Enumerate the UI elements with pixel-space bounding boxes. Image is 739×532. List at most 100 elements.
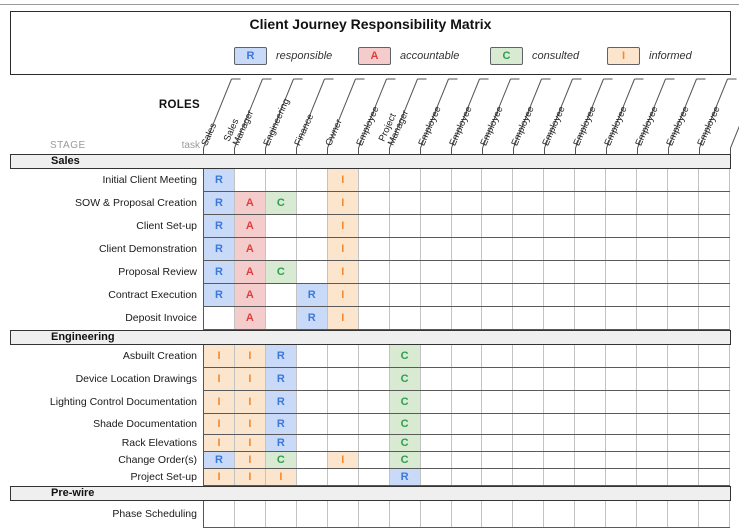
matrix-cell[interactable]: I — [327, 169, 359, 191]
matrix-cell[interactable]: A — [234, 261, 266, 283]
matrix-cell[interactable] — [699, 261, 730, 283]
matrix-cell[interactable] — [544, 414, 576, 434]
matrix-cell[interactable] — [544, 215, 576, 237]
matrix-cell[interactable] — [668, 345, 699, 367]
matrix-cell[interactable]: A — [234, 192, 266, 214]
matrix-cell[interactable] — [328, 414, 359, 434]
matrix-cell[interactable] — [297, 469, 328, 485]
matrix-cell[interactable] — [421, 345, 452, 367]
matrix-cell[interactable]: I — [327, 307, 359, 329]
matrix-cell[interactable] — [513, 469, 545, 485]
matrix-cell[interactable] — [668, 215, 699, 237]
matrix-cell[interactable] — [482, 435, 514, 451]
matrix-cell[interactable] — [575, 345, 607, 367]
matrix-cell[interactable]: C — [389, 435, 421, 451]
matrix-cell[interactable]: C — [265, 192, 297, 214]
matrix-cell[interactable] — [575, 368, 607, 390]
matrix-cell[interactable] — [544, 169, 576, 191]
matrix-cell[interactable] — [328, 501, 359, 527]
matrix-cell[interactable] — [482, 238, 514, 260]
matrix-cell[interactable] — [452, 414, 483, 434]
matrix-cell[interactable] — [328, 469, 359, 485]
matrix-cell[interactable] — [452, 192, 483, 214]
matrix-cell[interactable] — [513, 501, 545, 527]
matrix-cell[interactable] — [359, 435, 390, 451]
matrix-cell[interactable] — [421, 307, 452, 329]
matrix-cell[interactable] — [421, 414, 452, 434]
matrix-cell[interactable] — [606, 469, 638, 485]
matrix-cell[interactable] — [266, 238, 297, 260]
matrix-cell[interactable]: R — [204, 169, 235, 191]
matrix-cell[interactable] — [637, 391, 669, 413]
matrix-cell[interactable] — [452, 345, 483, 367]
matrix-cell[interactable] — [452, 215, 483, 237]
matrix-cell[interactable] — [637, 284, 669, 306]
matrix-cell[interactable] — [637, 435, 669, 451]
matrix-cell[interactable] — [606, 345, 638, 367]
matrix-cell[interactable] — [606, 501, 638, 527]
matrix-cell[interactable]: I — [265, 469, 297, 485]
matrix-cell[interactable] — [359, 469, 390, 485]
matrix-cell[interactable] — [699, 215, 730, 237]
matrix-cell[interactable] — [452, 501, 483, 527]
matrix-cell[interactable] — [699, 368, 730, 390]
matrix-cell[interactable] — [575, 469, 607, 485]
matrix-cell[interactable]: R — [265, 345, 297, 367]
matrix-cell[interactable] — [452, 452, 483, 468]
matrix-cell[interactable] — [699, 501, 730, 527]
matrix-cell[interactable] — [359, 192, 390, 214]
matrix-cell[interactable] — [668, 452, 699, 468]
matrix-cell[interactable] — [513, 215, 545, 237]
matrix-cell[interactable] — [513, 261, 545, 283]
matrix-cell[interactable] — [668, 261, 699, 283]
matrix-cell[interactable] — [390, 169, 421, 191]
matrix-cell[interactable] — [513, 169, 545, 191]
matrix-cell[interactable] — [575, 307, 607, 329]
matrix-cell[interactable]: I — [234, 414, 266, 434]
matrix-cell[interactable] — [297, 414, 328, 434]
matrix-cell[interactable] — [204, 307, 235, 329]
matrix-cell[interactable] — [452, 368, 483, 390]
matrix-cell[interactable] — [637, 169, 669, 191]
matrix-cell[interactable]: I — [327, 192, 359, 214]
matrix-cell[interactable] — [668, 238, 699, 260]
matrix-cell[interactable] — [421, 261, 452, 283]
matrix-cell[interactable]: R — [265, 414, 297, 434]
matrix-cell[interactable] — [452, 307, 483, 329]
matrix-cell[interactable] — [513, 368, 545, 390]
matrix-cell[interactable] — [575, 192, 607, 214]
matrix-cell[interactable] — [390, 501, 421, 527]
matrix-cell[interactable] — [544, 452, 576, 468]
matrix-cell[interactable] — [606, 261, 638, 283]
matrix-cell[interactable] — [235, 169, 266, 191]
matrix-cell[interactable]: I — [234, 452, 266, 468]
matrix-cell[interactable]: I — [327, 284, 359, 306]
matrix-cell[interactable] — [359, 307, 390, 329]
matrix-cell[interactable] — [575, 261, 607, 283]
matrix-cell[interactable] — [606, 192, 638, 214]
matrix-cell[interactable] — [544, 284, 576, 306]
matrix-cell[interactable] — [421, 238, 452, 260]
matrix-cell[interactable] — [359, 238, 390, 260]
matrix-cell[interactable]: I — [234, 435, 266, 451]
matrix-cell[interactable] — [328, 435, 359, 451]
matrix-cell[interactable] — [482, 368, 514, 390]
matrix-cell[interactable] — [699, 238, 730, 260]
matrix-cell[interactable]: I — [327, 261, 359, 283]
matrix-cell[interactable] — [482, 391, 514, 413]
matrix-cell[interactable] — [482, 307, 514, 329]
matrix-cell[interactable] — [544, 238, 576, 260]
matrix-cell[interactable] — [390, 307, 421, 329]
matrix-cell[interactable] — [668, 368, 699, 390]
matrix-cell[interactable] — [699, 345, 730, 367]
matrix-cell[interactable] — [297, 368, 328, 390]
matrix-cell[interactable] — [699, 169, 730, 191]
matrix-cell[interactable] — [513, 391, 545, 413]
matrix-cell[interactable]: I — [204, 469, 235, 485]
matrix-cell[interactable] — [421, 368, 452, 390]
matrix-cell[interactable] — [544, 501, 576, 527]
matrix-cell[interactable]: C — [389, 452, 421, 468]
matrix-cell[interactable] — [637, 414, 669, 434]
matrix-cell[interactable] — [390, 192, 421, 214]
matrix-cell[interactable] — [359, 368, 390, 390]
